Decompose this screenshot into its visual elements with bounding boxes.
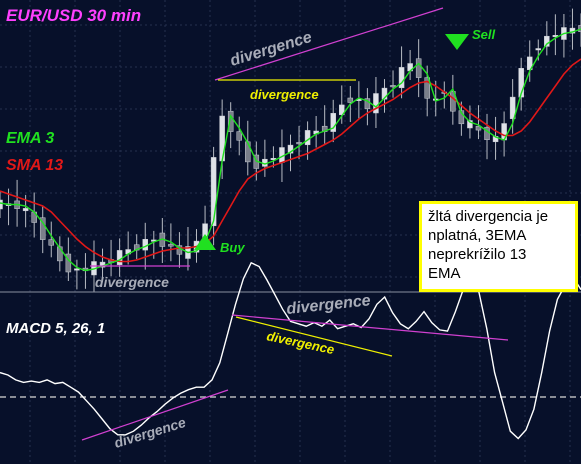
candle-body: [347, 97, 354, 103]
candle-body: [364, 98, 371, 110]
note-box: žltá divergencia je nplatná, 3EMA neprek…: [419, 201, 578, 292]
candle-body: [475, 125, 482, 131]
candlesticks: [0, 8, 581, 292]
candle-body: [48, 239, 55, 246]
buy-arrow-icon: [194, 234, 216, 250]
candle-body: [544, 35, 550, 47]
candle-body: [168, 244, 174, 247]
candle-body: [210, 157, 217, 227]
candle-body: [227, 110, 234, 132]
candle-body: [0, 199, 3, 210]
macd-line: [0, 261, 581, 440]
sma-legend-label: SMA 13: [6, 157, 64, 174]
candle-body: [142, 239, 148, 251]
candle-body: [22, 208, 29, 212]
candle-body: [509, 96, 516, 119]
macd-divergence-line-yellow: [235, 316, 393, 357]
candle-body: [373, 93, 379, 114]
candle-body: [398, 67, 405, 89]
macd-series: [0, 261, 581, 440]
buy-label: Buy: [220, 240, 245, 255]
candle-body: [458, 110, 465, 125]
divergence-label: divergence: [250, 87, 319, 102]
candle-body: [467, 120, 473, 129]
macd-divergence-line-low: [81, 389, 229, 441]
sma-13-line: [0, 58, 581, 263]
candle-body: [450, 91, 456, 112]
candle-body: [415, 58, 422, 78]
candle-body: [287, 144, 294, 154]
divergence-label: divergence: [286, 292, 372, 318]
candle-body: [236, 131, 242, 141]
chart-title: EUR/USD 30 min: [6, 6, 142, 25]
divergence-label: divergence: [95, 274, 169, 290]
candle-body: [245, 141, 251, 163]
divergence-label: divergence: [112, 414, 188, 451]
ema-legend-label: EMA 3: [6, 130, 55, 147]
candle-body: [330, 113, 336, 132]
candle-body: [57, 246, 63, 262]
candle-body: [304, 130, 311, 146]
sell-label: Sell: [472, 27, 496, 42]
candle-body: [535, 48, 542, 51]
candle-body: [381, 87, 388, 100]
ema-3-line: [0, 28, 581, 272]
divergence-line-upper: [214, 7, 444, 81]
sell-arrow-icon: [445, 34, 469, 50]
macd-legend-label: MACD 5, 26, 1: [6, 320, 106, 337]
candle-body: [296, 142, 302, 145]
candle-body: [74, 268, 80, 271]
candle-body: [424, 77, 430, 99]
price-series: [0, 28, 581, 272]
divergence-label: divergence: [228, 29, 314, 70]
candle-body: [518, 68, 524, 98]
candle-body: [39, 217, 46, 240]
candle-body: [339, 104, 345, 116]
macd-divergence-line-magenta: [231, 314, 509, 341]
candle-body: [116, 250, 123, 266]
candle-body: [390, 85, 396, 88]
candle-body: [578, 25, 581, 32]
